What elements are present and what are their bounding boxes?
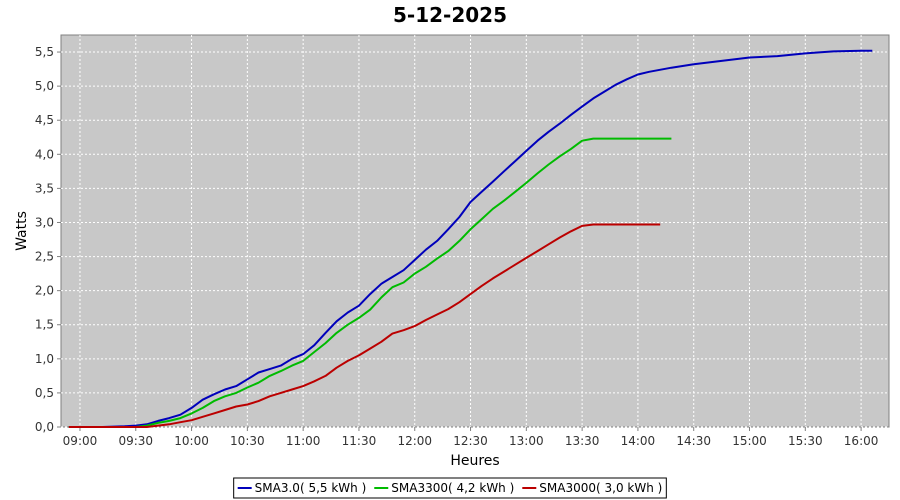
grid-lines [61, 35, 889, 428]
legend-item: SMA3.0( 5,5 kWh ) [237, 481, 367, 495]
x-tick-label: 15:00 [732, 434, 767, 448]
y-tick-label: 2,5 [35, 250, 54, 264]
x-tick-label: 11:30 [342, 434, 377, 448]
x-tick-label: 12:30 [453, 434, 488, 448]
plot-area [60, 34, 890, 428]
y-tick-label: 4,0 [35, 147, 54, 161]
x-tick-label: 10:00 [174, 434, 209, 448]
y-tick-label: 1,0 [35, 352, 54, 366]
y-tick-label: 3,0 [35, 215, 54, 229]
y-tick-label: 5,0 [35, 79, 54, 93]
x-tick-label: 11:00 [286, 434, 321, 448]
legend-box [233, 477, 667, 499]
x-tick-label: 10:30 [230, 434, 265, 448]
legend-item: SMA3300( 4,2 kWh ) [374, 481, 514, 495]
series-line-1 [68, 49, 873, 428]
legend-label: SMA3300( 4,2 kWh ) [391, 481, 514, 495]
y-tick-label: 1,5 [35, 318, 54, 332]
x-tick-label: 09:00 [63, 434, 98, 448]
y-axis-label: Watts [14, 211, 30, 251]
x-tick-label: 13:30 [565, 434, 600, 448]
series-line-3 [68, 223, 661, 428]
x-axis: 09:00 09:30 10:00 10:30 11:00 11:30 12:00 12:30… [63, 427, 879, 448]
y-tick-label: 2,0 [35, 284, 54, 298]
x-tick-label: 14:30 [676, 434, 711, 448]
x-axis-label: Heures [450, 453, 499, 469]
x-tick-label: 12:00 [397, 434, 432, 448]
y-tick-label: 3,5 [35, 181, 54, 195]
y-axis: 0,0 0,5 1,0 1,5 2,0 2,5 3,0 3,5 4,0 4,5 5,0 5,5 [35, 45, 61, 434]
series-lines [68, 49, 873, 428]
legend-item: SMA3000( 3,0 kWh ) [522, 481, 662, 495]
legend: SMA3.0( 5,5 kWh ) SMA3300( 4,2 kWh ) SMA30… [233, 477, 667, 499]
y-tick-label: 4,5 [35, 113, 54, 127]
x-tick-label: 14:00 [621, 434, 656, 448]
y-tick-label: 0,0 [35, 420, 54, 434]
x-tick-label: 16:00 [844, 434, 879, 448]
chart-title: 5-12-2025 [393, 3, 507, 27]
y-tick-label: 0,5 [35, 386, 54, 400]
x-tick-label: 09:30 [118, 434, 153, 448]
legend-label: SMA3000( 3,0 kWh ) [539, 481, 662, 495]
x-tick-label: 13:00 [509, 434, 544, 448]
x-tick-label: 15:30 [788, 434, 823, 448]
series-line-2 [68, 137, 672, 428]
legend-label: SMA3.0( 5,5 kWh ) [255, 481, 367, 495]
y-tick-label: 5,5 [35, 45, 54, 59]
